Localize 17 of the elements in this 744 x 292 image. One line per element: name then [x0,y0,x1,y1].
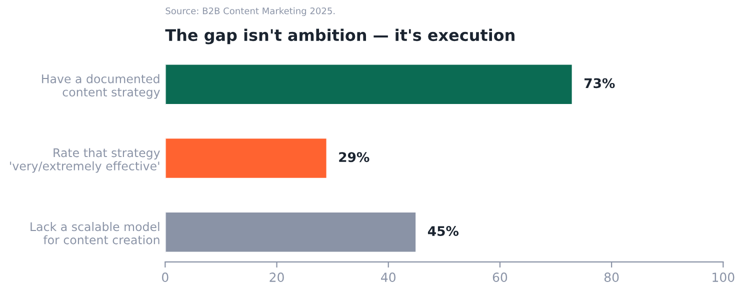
y-tick-label: Rate that strategy 'very/extremely effective' [10,148,160,173]
chart-title: The gap isn't ambition — it's execution [165,28,514,44]
x-tick-label: 0 [162,272,168,282]
data-label: 45% [428,226,459,236]
bar [165,137,328,180]
x-tick-label: 100 [712,272,734,282]
x-tick-label: 60 [492,272,508,282]
x-tick-label: 80 [604,272,619,282]
y-tick-label: Have a documented content strategy [42,74,160,99]
x-tick-label: 20 [270,272,284,282]
bar [165,63,574,106]
y-tick-label: Lack a scalable model for content creation [30,222,160,244]
source-note: Source: B2B Content Marketing 2025. [166,7,335,16]
x-tick-label: 40 [381,272,396,282]
data-label: 73% [584,78,615,88]
bar [165,211,417,254]
data-label: 29% [339,152,370,162]
